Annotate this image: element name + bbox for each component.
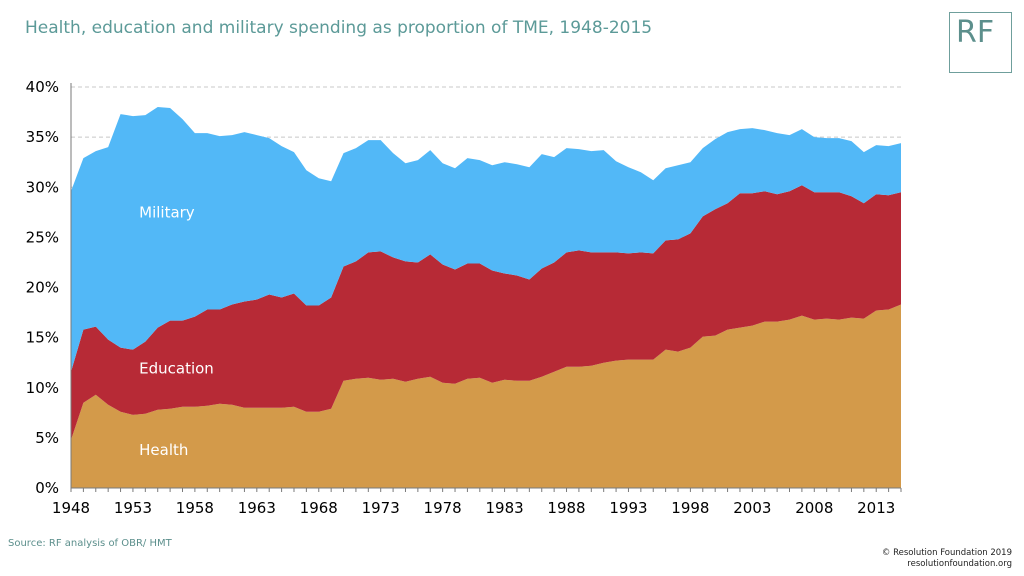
area-military <box>71 107 901 372</box>
x-tick-label: 2013 <box>857 499 895 517</box>
y-tick-label: 40% <box>26 78 59 96</box>
chart-title: Health, education and military spending … <box>25 18 653 38</box>
area-label-military: Military <box>139 203 195 221</box>
x-tick-label: 2003 <box>733 499 771 517</box>
area-health <box>71 304 901 488</box>
y-tick-label: 0% <box>35 479 59 497</box>
area-education <box>71 185 901 440</box>
x-tick-label: 1953 <box>114 499 152 517</box>
x-tick-label: 1968 <box>300 499 338 517</box>
area-labels: Military Education Health <box>139 203 214 459</box>
area-series <box>71 107 901 488</box>
axes: 0% 5% 10% 15% 20% 25% 30% 35% 40% 1948 1953 1958 196… <box>26 78 902 517</box>
x-tick-label: 1978 <box>424 499 462 517</box>
y-tick-label: 20% <box>26 279 59 297</box>
y-tick-label: 15% <box>26 329 59 347</box>
x-tick-label: 1988 <box>547 499 585 517</box>
x-tick-label: 1963 <box>238 499 276 517</box>
y-tick-label: 35% <box>26 128 59 146</box>
footer: © Resolution Foundation 2019 resolutionf… <box>882 548 1012 570</box>
y-tick-label: 25% <box>26 228 59 246</box>
x-tick-label: 1948 <box>52 499 90 517</box>
source-note: Source: RF analysis of OBR/ HMT <box>8 538 172 549</box>
website-text: resolutionfoundation.org <box>907 559 1012 569</box>
y-tick-label: 10% <box>26 379 59 397</box>
x-tick-label: 2008 <box>795 499 833 517</box>
x-tick-label: 1993 <box>609 499 647 517</box>
resolution-foundation-logo: RF <box>949 12 1012 73</box>
y-tick-label: 5% <box>35 429 59 447</box>
x-tick-label: 1973 <box>362 499 400 517</box>
area-label-health: Health <box>139 441 188 459</box>
x-tick-label: 1958 <box>176 499 214 517</box>
x-tick-label: 1983 <box>485 499 523 517</box>
y-tick-label: 30% <box>26 178 59 196</box>
area-label-education: Education <box>139 360 214 378</box>
x-tick-label: 1998 <box>671 499 709 517</box>
copyright-text: © Resolution Foundation 2019 <box>881 548 1012 558</box>
